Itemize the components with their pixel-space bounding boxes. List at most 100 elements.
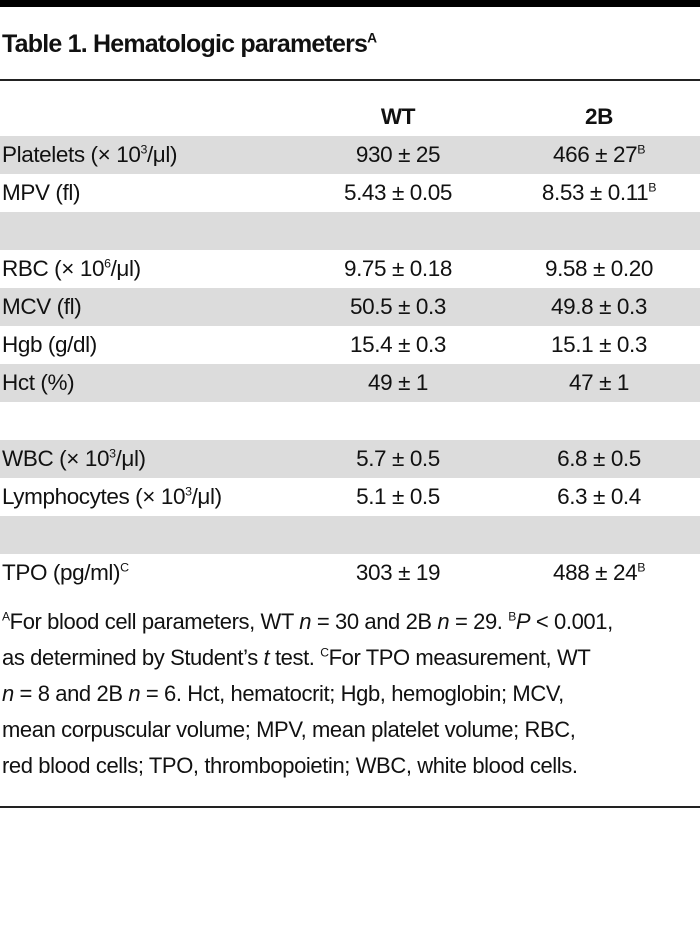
footnote-line: AFor blood cell parameters, WT n = 30 an… bbox=[2, 604, 700, 640]
footnote-segment: = 30 and 2B bbox=[311, 609, 438, 634]
table-title: Table 1. Hematologic parametersA bbox=[2, 30, 377, 59]
data-table: WT 2B Platelets (× 103/μl) 930 ± 25 466 ± … bbox=[0, 98, 700, 592]
footnote-segment: For blood cell parameters, WT bbox=[9, 609, 300, 634]
2b-value-text: 8.53 ± 0.11 bbox=[541, 180, 649, 205]
2b-value: 8.53 ± 0.11B bbox=[498, 180, 700, 206]
wt-value: 49 ± 1 bbox=[368, 370, 428, 395]
footnote-segment: = 8 and 2B bbox=[13, 681, 129, 706]
table-row bbox=[0, 212, 700, 250]
footnote-line: red blood cells; TPO, thrombopoietin; WB… bbox=[2, 748, 700, 784]
title-text: Table 1. Hematologic parameters bbox=[2, 30, 368, 58]
2b-value-text: 6.3 ± 0.4 bbox=[557, 484, 641, 509]
2b-sup: B bbox=[637, 142, 646, 157]
row-label: TPO (pg/ml)C bbox=[0, 560, 298, 586]
label-text: MCV (fl) bbox=[2, 294, 82, 319]
footnote-segment: t bbox=[263, 645, 270, 670]
header-2b: 2B bbox=[585, 104, 613, 129]
row-label: RBC (× 106/μl) bbox=[0, 256, 298, 282]
label-sup: 3 bbox=[185, 484, 192, 499]
row-label: MCV (fl) bbox=[0, 294, 298, 320]
wt-value: 15.4 ± 0.3 bbox=[350, 332, 446, 357]
footnote-segment: n bbox=[437, 609, 450, 634]
2b-value: 6.3 ± 0.4 bbox=[498, 484, 700, 510]
2b-value-text: 488 ± 24 bbox=[552, 560, 638, 585]
header-row: WT 2B bbox=[0, 98, 700, 136]
label-text: Platelets (× 10 bbox=[2, 142, 141, 167]
2b-value-text: 47 ± 1 bbox=[569, 370, 629, 395]
wt-value: 5.43 ± 0.05 bbox=[343, 180, 453, 205]
2b-value: 49.8 ± 0.3 bbox=[498, 294, 700, 320]
table-row: TPO (pg/ml)C 303 ± 19 488 ± 24B bbox=[0, 554, 700, 592]
2b-value: 9.58 ± 0.20 bbox=[498, 256, 700, 282]
2b-value: 6.8 ± 0.5 bbox=[498, 446, 700, 472]
table-row: Platelets (× 103/μl) 930 ± 25 466 ± 27B bbox=[0, 136, 700, 174]
footnote-segment: P bbox=[515, 609, 531, 634]
2b-sup: B bbox=[648, 180, 657, 195]
footnotes: AFor blood cell parameters, WT n = 30 an… bbox=[2, 604, 700, 784]
table-row: Hct (%) 49 ± 1 47 ± 1 bbox=[0, 364, 700, 402]
2b-value-text: 9.58 ± 0.20 bbox=[544, 256, 654, 281]
2b-value-text: 15.1 ± 0.3 bbox=[551, 332, 647, 357]
footnote-segment: as determined by Student’s bbox=[2, 645, 264, 670]
2b-value-text: 466 ± 27 bbox=[552, 142, 638, 167]
footnote-segment: n bbox=[299, 609, 312, 634]
row-label: MPV (fl) bbox=[0, 180, 298, 206]
2b-sup: B bbox=[637, 560, 646, 575]
footnote-segment: n bbox=[2, 681, 14, 706]
footnote-line: n = 8 and 2B n = 6. Hct, hematocrit; Hgb… bbox=[2, 676, 700, 712]
bottom-rule bbox=[0, 806, 700, 808]
label-sup: C bbox=[120, 560, 129, 575]
footnote-segment: n bbox=[128, 681, 141, 706]
2b-value-text: 6.8 ± 0.5 bbox=[557, 446, 641, 471]
table-row: WBC (× 103/μl) 5.7 ± 0.5 6.8 ± 0.5 bbox=[0, 440, 700, 478]
label-text: Hct (%) bbox=[2, 370, 75, 395]
wt-value: 5.7 ± 0.5 bbox=[356, 446, 440, 471]
label-text: WBC (× 10 bbox=[2, 446, 110, 471]
top-bar bbox=[0, 0, 700, 7]
label-text: RBC (× 10 bbox=[2, 256, 105, 281]
footnote-segment: red blood cells; TPO, thrombopoietin; WB… bbox=[2, 753, 578, 778]
2b-value: 488 ± 24B bbox=[498, 560, 700, 586]
footnote-segment: mean corpuscular volume; MPV, mean plate… bbox=[2, 717, 576, 742]
label-tail: /μl) bbox=[146, 142, 178, 167]
wt-value: 50.5 ± 0.3 bbox=[350, 294, 446, 319]
label-sup: 3 bbox=[140, 142, 147, 157]
label-tail: /μl) bbox=[191, 484, 223, 509]
row-label: Platelets (× 103/μl) bbox=[0, 142, 298, 168]
2b-value-text: 49.8 ± 0.3 bbox=[551, 294, 647, 319]
2b-value: 47 ± 1 bbox=[498, 370, 700, 396]
label-text: Lymphocytes (× 10 bbox=[2, 484, 186, 509]
label-text: Hgb (g/dl) bbox=[2, 332, 97, 357]
footnote-segment: A bbox=[2, 609, 10, 624]
footnote-segment: test. bbox=[269, 645, 321, 670]
table-row bbox=[0, 516, 700, 554]
row-label: Hgb (g/dl) bbox=[0, 332, 298, 358]
table-row: Lymphocytes (× 103/μl) 5.1 ± 0.5 6.3 ± 0.4 bbox=[0, 478, 700, 516]
label-text: TPO (pg/ml) bbox=[2, 560, 121, 585]
2b-value: 466 ± 27B bbox=[498, 142, 700, 168]
footnote-segment: = 29. bbox=[449, 609, 509, 634]
table-row: Hgb (g/dl) 15.4 ± 0.3 15.1 ± 0.3 bbox=[0, 326, 700, 364]
label-sup: 3 bbox=[109, 446, 116, 461]
table-row: RBC (× 106/μl) 9.75 ± 0.18 9.58 ± 0.20 bbox=[0, 250, 700, 288]
row-label: WBC (× 103/μl) bbox=[0, 446, 298, 472]
footnote-segment: < 0.001, bbox=[530, 609, 613, 634]
2b-value: 15.1 ± 0.3 bbox=[498, 332, 700, 358]
footnote-segment: C bbox=[320, 645, 329, 660]
row-label: Hct (%) bbox=[0, 370, 298, 396]
table-row: MPV (fl) 5.43 ± 0.05 8.53 ± 0.11B bbox=[0, 174, 700, 212]
title-footnote-mark: A bbox=[367, 30, 377, 46]
wt-value: 303 ± 19 bbox=[355, 560, 441, 585]
row-label: Lymphocytes (× 103/μl) bbox=[0, 484, 298, 510]
wt-value: 930 ± 25 bbox=[355, 142, 441, 167]
table-row: MCV (fl) 50.5 ± 0.3 49.8 ± 0.3 bbox=[0, 288, 700, 326]
footnote-line: mean corpuscular volume; MPV, mean plate… bbox=[2, 712, 700, 748]
header-wt: WT bbox=[380, 104, 416, 129]
label-sup: 6 bbox=[104, 256, 111, 271]
label-text: MPV (fl) bbox=[2, 180, 81, 205]
footnote-segment: B bbox=[508, 609, 516, 624]
wt-value: 9.75 ± 0.18 bbox=[343, 256, 453, 281]
footnote-line: as determined by Student’s t test. CFor … bbox=[2, 640, 700, 676]
footnote-segment: = 6. Hct, hematocrit; Hgb, hemoglobin; M… bbox=[140, 681, 564, 706]
label-tail: /μl) bbox=[115, 446, 147, 471]
